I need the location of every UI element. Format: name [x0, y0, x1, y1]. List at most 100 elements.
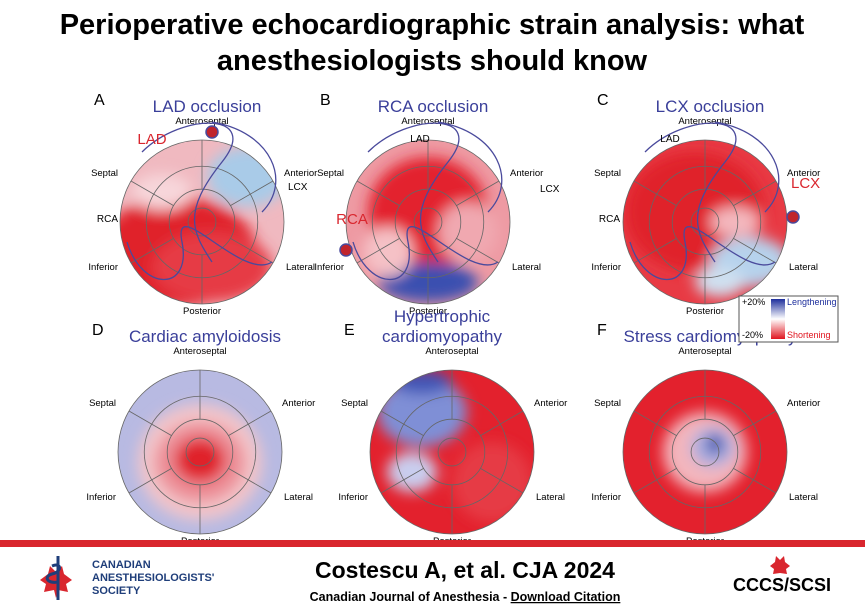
segment-label: Posterior [409, 306, 447, 317]
society-name: SOCIETY [92, 585, 141, 597]
segment-label: Lateral [512, 262, 541, 273]
segment-divider [128, 468, 172, 494]
segment-divider [228, 410, 272, 436]
bullseye [118, 370, 282, 534]
segment-label: Lateral [536, 492, 565, 503]
segment-label: Posterior [686, 306, 724, 317]
panel-title: cardiomyopathy [382, 327, 503, 346]
download-citation-link[interactable]: Download Citation [511, 590, 621, 604]
segment-ring [413, 207, 443, 237]
journal-line: Canadian Journal of Anesthesia - Downloa… [310, 590, 621, 604]
segment-ring [437, 437, 467, 467]
panel-title: Hypertrophic [394, 307, 491, 326]
segment-divider [733, 238, 777, 264]
strain-region [710, 207, 760, 237]
segment-label: Lateral [284, 492, 313, 503]
segment-divider [733, 410, 777, 436]
segment-divider [456, 180, 500, 206]
segment-divider [128, 410, 172, 436]
citation: Costescu A, et al. CJA 2024 [315, 557, 615, 583]
coronary-label: LAD [137, 131, 166, 148]
segment-label: Septal [317, 168, 344, 179]
caduceus [45, 556, 61, 600]
segment-label: Inferior [591, 262, 621, 273]
segment-label: Anterior [282, 398, 315, 409]
segment-label: Septal [91, 168, 118, 179]
segment-label: Inferior [591, 492, 621, 503]
segment-label: Septal [594, 168, 621, 179]
panel-title: Cardiac amyloidosis [129, 327, 281, 346]
panel-letter: F [597, 322, 607, 339]
coronary-artery [141, 122, 234, 263]
segment-divider [480, 410, 524, 436]
segment-label: Inferior [338, 492, 368, 503]
coronary-label: LCX [540, 184, 560, 195]
segment-ring [690, 437, 720, 467]
society-name: CANADIAN [92, 559, 151, 571]
segment-label: Anterior [284, 168, 317, 179]
segment-label: Posterior [183, 306, 221, 317]
segment-divider [228, 468, 272, 494]
strain-region [695, 267, 745, 297]
strain-region [152, 232, 272, 302]
footer-rule [0, 540, 865, 547]
society-name: ANESTHESIOLOGISTS' [92, 572, 215, 584]
segment-divider [230, 180, 274, 206]
cccs-logo-text: CCCS/SCSI [733, 575, 831, 595]
coronary-label: LAD [410, 134, 429, 145]
segment-divider [456, 238, 500, 264]
segment-label: Septal [89, 398, 116, 409]
panel-letter: E [344, 322, 355, 339]
occlusion-site [786, 210, 800, 224]
segment-label: Anteroseptal [678, 116, 731, 127]
segment-divider [380, 410, 424, 436]
legend-top-label: Lengthening [787, 297, 837, 307]
segment-label: Lateral [286, 262, 315, 273]
segment-label: Septal [594, 398, 621, 409]
panels: A LAD occlusionAnteroseptalAnteriorLatera… [86, 92, 820, 547]
legend-box [738, 295, 839, 343]
bullseye [120, 140, 284, 304]
segment-label: Anteroseptal [175, 116, 228, 127]
legend-scale [771, 299, 785, 339]
coronary-label: RCA [97, 214, 118, 225]
coronary-label: LCX [288, 182, 308, 193]
coronary-artery [644, 122, 737, 263]
segment-label: Septal [341, 398, 368, 409]
segment-label: Anterior [510, 168, 543, 179]
segment-ring [187, 207, 217, 237]
strain-region [377, 377, 467, 447]
strain-region [438, 202, 498, 262]
segment-label: Inferior [314, 262, 344, 273]
strain-region [132, 174, 192, 210]
bullseye [370, 370, 534, 534]
strain-field [138, 404, 262, 520]
strain-field [377, 370, 532, 522]
panel: F Stress cardiomyopathyAnteroseptalAnteri… [591, 322, 820, 547]
segment-label: Anteroseptal [678, 346, 731, 357]
coronary-artery [367, 122, 460, 263]
panel-title: LAD occlusion [153, 97, 262, 116]
segment-label: Anteroseptal [401, 116, 454, 127]
segment-divider [130, 180, 174, 206]
segment-divider [480, 468, 524, 494]
segment-label: Lateral [789, 492, 818, 503]
coronary-label: LAD [660, 134, 679, 145]
coronary-artery [714, 121, 780, 213]
segment-divider [733, 180, 777, 206]
segment-label: Anterior [534, 398, 567, 409]
legend: +20% Lengthening -20% Shortening [738, 295, 839, 343]
panel-letter: B [320, 92, 331, 109]
segment-ring [185, 437, 215, 467]
segment-label: Anterior [787, 398, 820, 409]
journal: Canadian Journal of Anesthesia - [310, 590, 511, 604]
segment-divider [633, 238, 677, 264]
strain-field [663, 412, 747, 492]
society-logo [40, 556, 72, 600]
strain-region [175, 438, 225, 482]
legend-bottom-label: Shortening [787, 330, 831, 340]
